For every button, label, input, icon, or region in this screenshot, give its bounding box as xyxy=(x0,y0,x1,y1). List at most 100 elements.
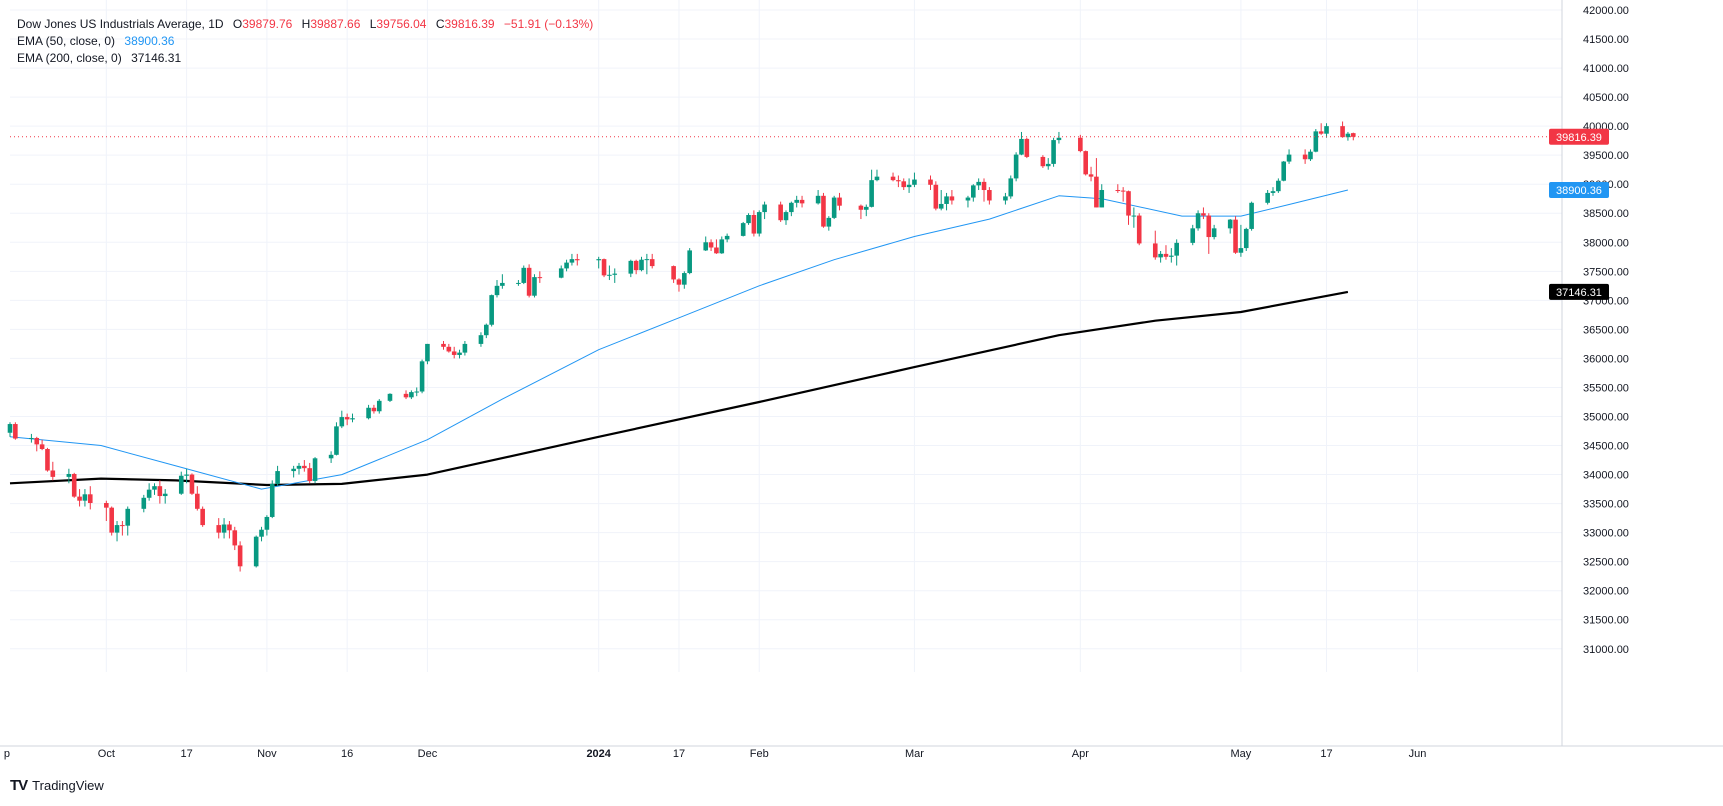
candle-body xyxy=(574,259,580,261)
candle-up xyxy=(1227,219,1233,234)
ohlc-low-label: L xyxy=(369,17,377,31)
candle-down xyxy=(77,489,82,507)
candle-body xyxy=(29,437,34,439)
candle-body xyxy=(682,273,687,285)
candle-body xyxy=(826,217,832,227)
candle-body xyxy=(949,196,955,201)
candle-down xyxy=(714,239,719,254)
y-tick-label: 41000.00 xyxy=(1583,63,1629,75)
candle-up xyxy=(146,483,152,501)
candle-up xyxy=(489,294,494,327)
candle-body xyxy=(216,525,222,533)
candle-down xyxy=(1126,190,1131,225)
ema200-value: 37146.31 xyxy=(131,51,182,65)
candle-up xyxy=(1211,224,1217,240)
ohlc-high: 39887.66 xyxy=(310,17,361,31)
candle-up xyxy=(1286,149,1292,164)
ema200-price-label-text: 37146.31 xyxy=(1556,287,1602,299)
candle-down xyxy=(981,178,987,202)
candle-up xyxy=(184,468,189,484)
y-tick-label: 32500.00 xyxy=(1583,557,1629,569)
candle-body xyxy=(457,352,462,355)
ohlc-open: 39879.76 xyxy=(242,17,293,31)
candle-body xyxy=(901,181,907,188)
candle-down xyxy=(858,204,864,220)
ema200-price-label-box xyxy=(1549,283,1609,300)
candle-body xyxy=(1019,138,1024,155)
candle-up xyxy=(1345,131,1351,141)
ema50-price-label-box xyxy=(1549,181,1609,198)
legend-ema200-row[interactable]: EMA (200, close, 0) 37146.31 xyxy=(17,50,593,67)
candle-up xyxy=(1158,250,1163,263)
candle-body xyxy=(200,508,205,526)
candle-up xyxy=(269,480,275,519)
candle-up xyxy=(789,201,794,217)
candle-down xyxy=(371,404,377,414)
candle-down xyxy=(574,253,580,266)
candle-body xyxy=(1238,248,1244,253)
candle-body xyxy=(1152,243,1158,258)
tradingview-logo-icon: TV xyxy=(10,776,28,794)
candle-body xyxy=(746,214,751,224)
candle-body xyxy=(671,266,676,280)
candle-body xyxy=(1233,219,1238,253)
candle-down xyxy=(778,201,783,222)
candle-body xyxy=(376,400,382,412)
candle-body xyxy=(1126,191,1131,216)
candle-down xyxy=(987,187,992,205)
ohlc-high-label: H xyxy=(301,17,311,31)
candle-down xyxy=(1088,166,1094,182)
candle-up xyxy=(1003,192,1008,205)
candle-body xyxy=(1308,151,1313,160)
candle-body xyxy=(1083,151,1088,175)
y-tick-label: 33500.00 xyxy=(1583,499,1629,511)
candle-body xyxy=(1013,154,1019,179)
candle-up xyxy=(944,192,949,211)
candle-body xyxy=(184,474,189,476)
ohlc-open-label: O xyxy=(232,17,243,31)
symbol-title[interactable]: Dow Jones US Industrials Average, 1D xyxy=(17,17,224,31)
candle-body xyxy=(628,260,634,274)
candle-body xyxy=(1302,154,1308,160)
candle-body xyxy=(1276,180,1281,192)
candle-body xyxy=(232,530,238,546)
candle-up xyxy=(1281,160,1287,182)
tradingview-logo[interactable]: TV TradingView xyxy=(10,776,104,794)
candle-up xyxy=(644,253,650,275)
candle-body xyxy=(1318,131,1324,134)
grid xyxy=(10,0,1562,672)
candle-body xyxy=(189,474,195,494)
candle-down xyxy=(13,422,18,440)
candle-up xyxy=(366,404,371,420)
candle-up xyxy=(863,204,869,217)
candle-up xyxy=(532,274,537,298)
candle-body xyxy=(874,176,880,181)
x-tick-label: Apr xyxy=(1072,748,1089,760)
candle-down xyxy=(1136,213,1142,246)
y-tick-label: 31500.00 xyxy=(1583,615,1629,627)
candle-body xyxy=(633,260,639,271)
candle-down xyxy=(302,460,307,472)
candle-body xyxy=(1286,154,1292,162)
candle-body xyxy=(976,181,981,186)
candle-body xyxy=(1345,133,1351,138)
axes: 31000.00 31500.00 32000.00 32500.00 33000.00… xyxy=(0,0,1723,760)
candle-body xyxy=(451,351,457,355)
candle-up xyxy=(221,518,227,539)
candle-up xyxy=(724,233,730,243)
candle-body xyxy=(269,483,275,517)
candle-body xyxy=(227,524,232,531)
candle-body xyxy=(77,496,82,501)
candle-body xyxy=(1003,196,1008,201)
candle-body xyxy=(1227,219,1233,229)
x-tick-label: p xyxy=(4,748,10,760)
candle-up xyxy=(831,195,837,220)
legend-ema50-row[interactable]: EMA (50, close, 0) 38900.36 xyxy=(17,33,593,50)
candle-body xyxy=(1115,190,1121,192)
candle-up xyxy=(906,178,912,193)
candle-up xyxy=(1131,207,1137,228)
candle-body xyxy=(821,195,826,227)
candle-body xyxy=(291,468,296,472)
